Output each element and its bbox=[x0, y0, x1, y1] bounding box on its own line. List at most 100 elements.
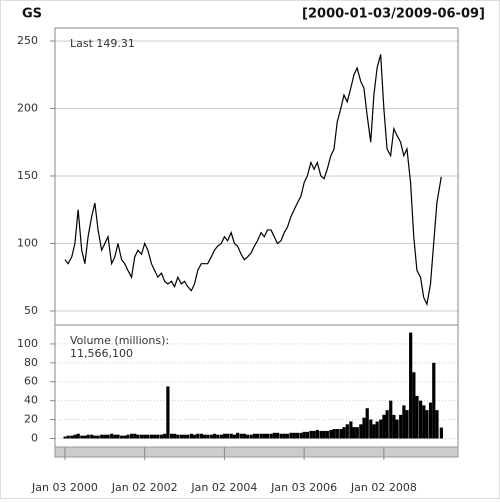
volume-bar bbox=[272, 432, 276, 439]
volume-bar bbox=[382, 414, 386, 439]
volume-bar bbox=[419, 400, 423, 439]
volume-bar bbox=[163, 433, 167, 439]
volume-bar bbox=[352, 427, 356, 439]
volume-bar bbox=[428, 402, 433, 439]
volume-bar bbox=[412, 372, 416, 439]
volume-bar bbox=[216, 434, 220, 439]
volume-bar bbox=[229, 433, 233, 439]
y-tick-label: 200 bbox=[17, 101, 38, 114]
volume-bar bbox=[93, 435, 97, 439]
volume-bar bbox=[76, 433, 80, 439]
volume-bar bbox=[372, 424, 376, 439]
volume-bar bbox=[282, 433, 286, 439]
y-tick-label: 100 bbox=[17, 337, 38, 350]
x-tick-label: Jan 03 2006 bbox=[270, 481, 337, 494]
volume-bar bbox=[385, 410, 389, 439]
x-tick-label: Jan 02 2008 bbox=[350, 481, 417, 494]
price-line bbox=[64, 54, 442, 307]
volume-bar bbox=[355, 427, 359, 439]
y-tick-label: 150 bbox=[17, 169, 38, 182]
volume-bar bbox=[159, 434, 164, 439]
volume-bar bbox=[83, 435, 87, 439]
volume-bar bbox=[166, 386, 170, 439]
volume-title: Volume (millions): bbox=[70, 334, 169, 347]
volume-bar bbox=[183, 434, 187, 439]
y-tick-label: 80 bbox=[24, 356, 38, 369]
volume-bar bbox=[143, 434, 147, 439]
volume-bar bbox=[299, 432, 303, 439]
volume-bar bbox=[435, 410, 439, 439]
chart-title: GS bbox=[22, 7, 42, 22]
volume-bar bbox=[295, 432, 300, 439]
volume-bar bbox=[146, 434, 150, 439]
volume-bar bbox=[432, 362, 436, 439]
volume-bar bbox=[262, 433, 266, 439]
volume-bar bbox=[189, 433, 194, 439]
volume-bar bbox=[133, 433, 137, 439]
volume-bar bbox=[139, 434, 144, 439]
volume-bar bbox=[409, 332, 413, 439]
volume-bar bbox=[193, 434, 197, 439]
volume-bar bbox=[285, 433, 290, 439]
volume-bar bbox=[392, 414, 396, 439]
volume-bar bbox=[289, 432, 293, 439]
volume-bar bbox=[219, 434, 223, 439]
volume-bar bbox=[292, 432, 296, 439]
volume-bar bbox=[80, 435, 84, 439]
volume-bar bbox=[176, 434, 180, 439]
volume-bar bbox=[415, 395, 419, 439]
volume-bar bbox=[359, 424, 363, 439]
volume-bar bbox=[369, 419, 373, 439]
last-label: Last 149.31 bbox=[70, 37, 135, 50]
volume-bar bbox=[136, 434, 140, 439]
volume-bar bbox=[395, 419, 399, 439]
volume-bar bbox=[302, 431, 306, 439]
volume-bar bbox=[399, 414, 403, 439]
volume-bar bbox=[422, 405, 426, 439]
volume-bar bbox=[130, 433, 134, 439]
volume-bar bbox=[345, 424, 349, 439]
x-tick-label: Jan 03 2000 bbox=[31, 481, 98, 494]
volume-bar bbox=[96, 435, 100, 439]
volume-bar bbox=[339, 429, 343, 439]
volume-bar bbox=[242, 433, 247, 439]
volume-bar bbox=[439, 427, 443, 439]
y-tick-label: 100 bbox=[17, 236, 38, 249]
volume-bar bbox=[90, 434, 94, 439]
volume-bar bbox=[173, 433, 177, 439]
volume-bar bbox=[199, 433, 203, 439]
volume-bar bbox=[86, 434, 90, 439]
volume-bar bbox=[312, 430, 316, 439]
volume-bar bbox=[362, 417, 366, 439]
volume-bar bbox=[309, 430, 313, 439]
volume-bar bbox=[405, 410, 409, 439]
volume-bar bbox=[126, 434, 130, 439]
x-tick-label: Jan 02 2002 bbox=[111, 481, 178, 494]
volume-bar bbox=[196, 433, 200, 439]
volume-last: 11,566,100 bbox=[70, 347, 133, 360]
volume-bar bbox=[389, 400, 393, 439]
volume-bar bbox=[402, 405, 406, 439]
volume-bar bbox=[279, 433, 283, 439]
volume-bar bbox=[375, 421, 379, 439]
volume-bar bbox=[169, 433, 174, 439]
x-tick-label: Jan 02 2004 bbox=[190, 481, 257, 494]
y-tick-label: 250 bbox=[17, 34, 38, 47]
volume-bar bbox=[252, 433, 257, 439]
volume-bar bbox=[329, 429, 333, 439]
volume-bar bbox=[156, 434, 160, 439]
volume-bar bbox=[315, 429, 319, 439]
volume-bar bbox=[305, 431, 310, 439]
volume-bar bbox=[212, 433, 217, 439]
volume-bar bbox=[265, 433, 270, 439]
volume-bar bbox=[365, 408, 369, 439]
volume-bar bbox=[73, 434, 77, 439]
volume-bar bbox=[103, 434, 107, 439]
volume-bar bbox=[239, 433, 243, 439]
volume-bar bbox=[332, 429, 336, 439]
volume-bar bbox=[335, 429, 339, 439]
volume-bar bbox=[110, 433, 114, 439]
volume-bar bbox=[275, 432, 280, 439]
volume-bar bbox=[425, 410, 429, 439]
